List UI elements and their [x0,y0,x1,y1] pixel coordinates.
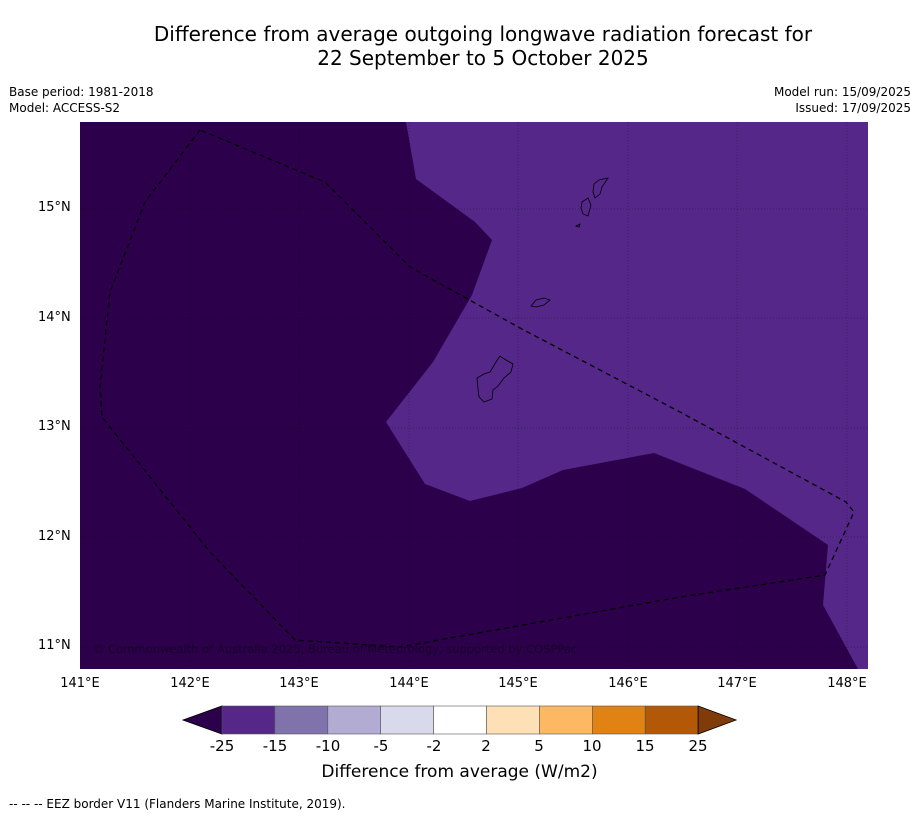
colorbar-segment [380,705,434,735]
eez-footnote: -- -- -- EEZ border V11 (Flanders Marine… [9,797,346,811]
graticule [80,122,868,669]
model-run: Model run: 15/09/2025 [773,85,911,99]
colorbar-tick: -2 [426,737,442,755]
colorbar-segment [433,705,487,735]
guam-island [476,355,514,403]
lon-label-145: 145°E [498,676,538,691]
issued-date: Issued: 17/09/2025 [795,101,911,115]
colorbar-extend-high [697,705,738,735]
lon-label-148: 148°E [827,676,867,691]
rota-island [530,297,551,308]
colorbar [182,705,738,735]
aguijan-island [574,223,581,228]
lat-label-15: 15°N [38,200,71,215]
saipan-island [592,177,609,199]
colorbar-segments [182,705,738,735]
colorbar-label: Difference from average (W/m2) [321,762,598,782]
lon-label-143: 143°E [279,676,319,691]
colorbar-tick: 15 [635,737,655,755]
colorbar-extend-low [182,705,223,735]
lat-label-11: 11°N [38,638,71,653]
meta-left: Base period: 1981-2018 Model: ACCESS-S2 [9,84,154,116]
lon-label-141: 141°E [60,676,100,691]
lat-label-14: 14°N [38,310,71,325]
lat-label-12: 12°N [38,529,71,544]
lon-label-142: 142°E [170,676,210,691]
colorbar-tick: 2 [481,737,491,755]
colorbar-tick: -25 [209,737,235,755]
colorbar-segment [539,705,593,735]
colorbar-tick: 10 [582,737,602,755]
chart-title: Difference from average outgoing longwav… [0,22,919,70]
colorbar-segment [221,705,276,735]
colorbar-segment [591,705,646,735]
lon-label-144: 144°E [389,676,429,691]
title-line-2: 22 September to 5 October 2025 [317,46,649,70]
colorbar-segment [644,705,699,735]
colorbar-segment [274,705,329,735]
map-panel[interactable]: © Commonwealth of Australia 2025, Bureau… [80,122,868,669]
lon-label-146: 146°E [608,676,648,691]
colorbar-tick: 5 [534,737,544,755]
model-name: Model: ACCESS-S2 [9,101,121,115]
colorbar-segment [327,705,382,735]
title-line-1: Difference from average outgoing longwav… [153,22,813,46]
colorbar-tick: -10 [315,737,341,755]
lat-label-13: 13°N [38,419,71,434]
meta-right: Model run: 15/09/2025 Issued: 17/09/2025 [774,84,911,116]
copyright-text: © Commonwealth of Australia 2025, Bureau… [93,642,577,656]
colorbar-segment [486,705,540,735]
tinian-island [580,197,592,217]
islands [476,177,609,403]
colorbar-tick: -15 [262,737,288,755]
colorbar-tick: 25 [688,737,708,755]
base-period: Base period: 1981-2018 [9,85,154,99]
colorbar-tick: -5 [373,737,389,755]
negative-anomaly-area [386,122,868,669]
lon-label-147: 147°E [717,676,757,691]
